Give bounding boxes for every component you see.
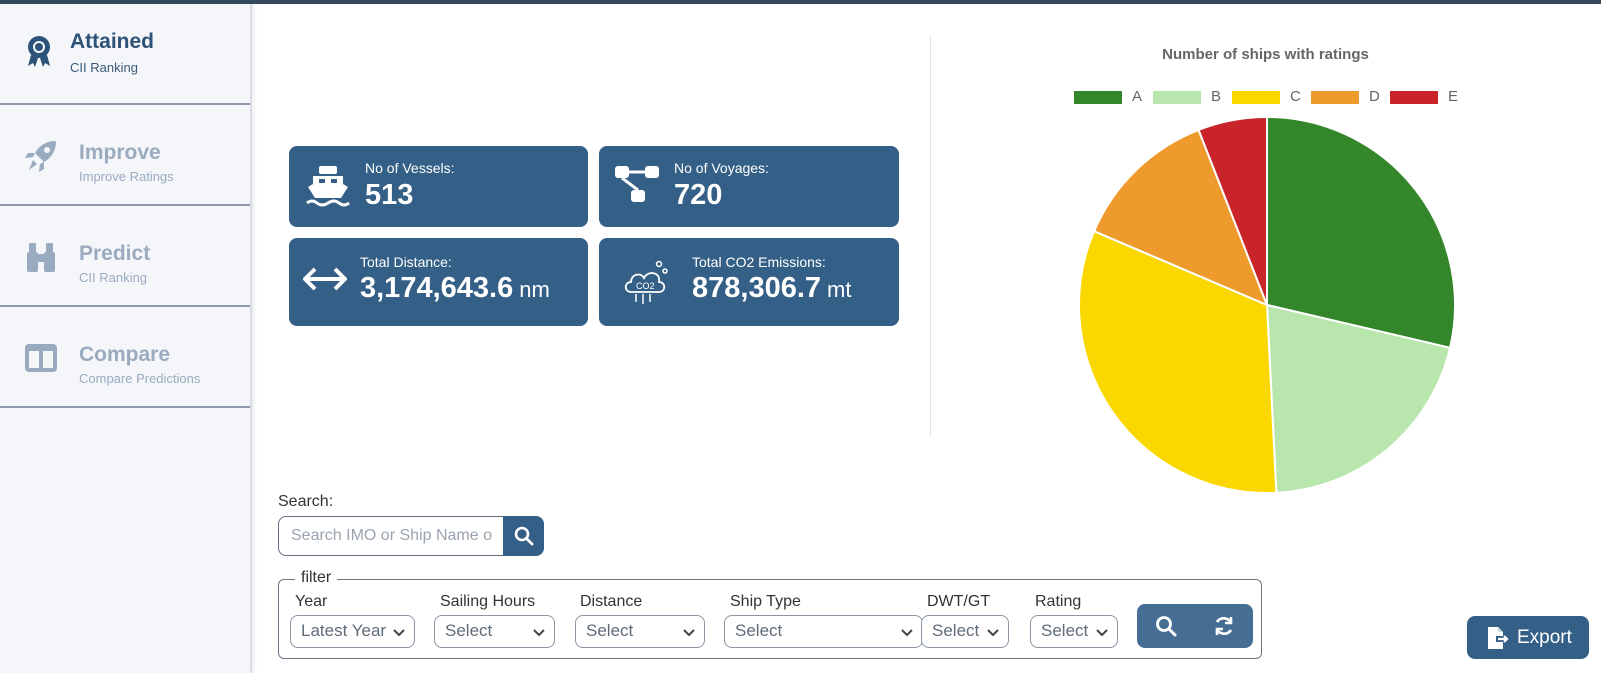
rating-select[interactable]: Select [1030, 615, 1118, 648]
dwt-gt-select[interactable]: Select [921, 615, 1009, 648]
kpi-card-distance: Total Distance: 3,174,643.6 nm [289, 238, 588, 326]
pie-slice-c[interactable] [1078, 229, 1278, 494]
kpi-unit: mt [827, 277, 852, 302]
search-input[interactable] [278, 516, 504, 556]
pie-chart [1078, 116, 1456, 494]
legend-swatch [1311, 91, 1359, 104]
kpi-card-voyages: No of Voyages: 720 [599, 146, 899, 227]
select-value: Select [932, 621, 980, 640]
chevron-down-icon [1096, 629, 1108, 637]
legend-label: B [1211, 88, 1222, 105]
sidebar-item-title: Improve [79, 141, 161, 164]
filter-group [278, 579, 1262, 659]
select-value: Select [445, 621, 493, 640]
sidebar-item-title: Compare [79, 343, 171, 366]
select-value: Select [1041, 621, 1089, 640]
double-arrow-icon [303, 267, 347, 291]
select-value: Select [586, 621, 634, 640]
kpi-value-group: 3,174,643.6 nm [360, 272, 550, 305]
rocket-icon [25, 141, 56, 172]
top-bar [0, 0, 1601, 4]
kpi-unit: nm [519, 277, 550, 302]
award-ribbon-icon [28, 36, 50, 67]
kpi-label: No of Voyages: [674, 160, 769, 176]
refresh-icon[interactable] [1213, 615, 1235, 637]
filter-label-rating: Rating [1035, 593, 1082, 610]
sidebar-item-title: Predict [79, 242, 151, 265]
sidebar-item-subtitle: Improve Ratings [79, 169, 174, 184]
filter-button-group [1137, 604, 1253, 648]
sidebar-item-subtitle: CII Ranking [79, 270, 147, 285]
sidebar-item-compare[interactable]: Compare Compare Predictions [0, 307, 250, 408]
sidebar: Attained CII Ranking Improve Improve Rat… [0, 4, 252, 673]
select-value: Latest Year [301, 621, 387, 640]
search-label: Search: [278, 493, 334, 510]
kpi-card-emissions: CO2 Total CO2 Emissions: 878,306.7 mt [599, 238, 899, 326]
search-icon[interactable] [1155, 615, 1177, 637]
ship-icon [306, 166, 350, 207]
filter-label-sailing-hours: Sailing Hours [440, 593, 536, 610]
filter-label-year: Year [295, 593, 328, 610]
kpi-value: 720 [674, 179, 723, 211]
kpi-label: Total CO2 Emissions: [692, 254, 826, 270]
sailing-hours-select[interactable]: Select [434, 615, 555, 648]
legend-label: D [1369, 88, 1380, 105]
kpi-value: 513 [365, 179, 414, 211]
export-button[interactable]: Export [1467, 616, 1589, 659]
chevron-down-icon [533, 629, 545, 637]
columns-icon [25, 344, 57, 372]
sidebar-item-predict[interactable]: Predict CII Ranking [0, 206, 250, 307]
ship-type-select[interactable]: Select [724, 615, 923, 648]
filter-label-dwt-gt: DWT/GT [927, 593, 991, 610]
filter-legend: filter [295, 569, 338, 587]
pie-slice-d[interactable] [1092, 128, 1269, 307]
route-nodes-icon [615, 166, 659, 202]
filter-label-ship-type: Ship Type [730, 593, 801, 610]
select-value: Select [735, 621, 783, 640]
kpi-label: Total Distance: [360, 254, 452, 270]
legend-label: A [1132, 88, 1143, 105]
binoculars-icon [27, 243, 55, 272]
filter-label-distance: Distance [580, 593, 643, 610]
kpi-value: 3,174,643.6 [360, 272, 514, 304]
search-icon [514, 526, 534, 546]
export-label: Export [1517, 627, 1572, 648]
svg-text:CO2: CO2 [636, 281, 655, 291]
chart-title: Number of ships with ratings [1162, 46, 1369, 63]
legend-label: C [1290, 88, 1301, 105]
chevron-down-icon [987, 629, 999, 637]
file-export-icon [1488, 627, 1509, 649]
kpi-value: 878,306.7 [692, 272, 822, 304]
sidebar-item-improve[interactable]: Improve Improve Ratings [0, 105, 250, 206]
sidebar-item-attained[interactable]: Attained CII Ranking [0, 4, 250, 105]
legend-swatch [1232, 91, 1280, 104]
kpi-value-group: 878,306.7 mt [692, 272, 851, 305]
pie-slice-a[interactable] [1266, 116, 1456, 350]
sidebar-item-subtitle: CII Ranking [70, 60, 138, 75]
chevron-down-icon [901, 629, 913, 637]
chevron-down-icon [683, 629, 695, 637]
kpi-card-vessels: No of Vessels: 513 [289, 146, 588, 227]
kpi-label: No of Vessels: [365, 160, 455, 176]
sidebar-item-title: Attained [70, 30, 154, 53]
legend-swatch [1153, 91, 1201, 104]
legend-swatch [1390, 91, 1438, 104]
chevron-down-icon [393, 629, 405, 637]
pie-slice-b[interactable] [1265, 303, 1452, 494]
search-button[interactable] [503, 516, 544, 556]
year-select[interactable]: Latest Year [290, 615, 415, 648]
legend-label: E [1448, 88, 1459, 105]
co2-cloud-icon: CO2 [624, 260, 668, 304]
sidebar-item-subtitle: Compare Predictions [79, 371, 201, 386]
legend-swatch [1074, 91, 1122, 104]
distance-select[interactable]: Select [575, 615, 705, 648]
pie-slice-e[interactable] [1197, 116, 1268, 306]
section-divider [930, 35, 931, 437]
